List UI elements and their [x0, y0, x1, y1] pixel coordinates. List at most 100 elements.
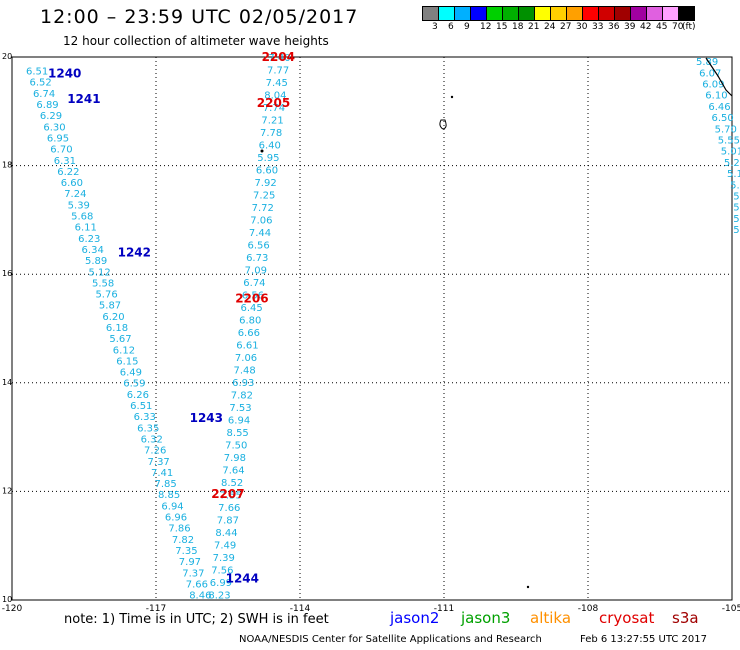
wave-height-value: 7.44	[249, 228, 271, 239]
pass-label-2207: 2207	[211, 487, 244, 501]
credit-text: NOAA/NESDIS Center for Satellite Applica…	[239, 634, 542, 645]
island-dot	[260, 149, 264, 153]
wave-height-value: 6.94	[228, 416, 250, 427]
legend-label: 18	[512, 22, 524, 32]
wave-height-value: 6.73	[246, 253, 268, 264]
lat-tick-label: 12	[2, 486, 12, 495]
wave-height-value: 6.29	[40, 111, 62, 122]
wave-height-value: 7.24	[64, 189, 86, 200]
wave-height-value: 7.26	[144, 446, 166, 457]
timestamp-text: Feb 6 13:27:55 UTC 2017	[580, 634, 707, 645]
legend-label: 27	[560, 22, 572, 32]
wave-height-value: 6.89	[36, 100, 58, 111]
wave-height-value: 8.44	[215, 528, 237, 539]
wave-height-value: 6.18	[106, 323, 128, 334]
wave-height-value: 6.70	[50, 145, 72, 156]
wave-height-value: 6.51	[130, 401, 152, 412]
wave-height-value: 6.93	[232, 378, 254, 389]
wave-height-value: 5.70	[715, 124, 737, 135]
wave-height-value: 6.09	[702, 80, 724, 91]
island-dot	[450, 95, 454, 99]
wave-height-value: 5.1	[727, 169, 740, 180]
legend-label: 9	[464, 22, 470, 32]
wave-height-value: 7.45	[266, 78, 288, 89]
wave-height-value: 7.25	[253, 191, 275, 202]
wave-height-value: 7.41	[151, 468, 173, 479]
lat-tick-label: 14	[2, 378, 12, 387]
wave-height-value: 7.66	[186, 579, 208, 590]
wave-height-value: 8.85	[158, 490, 180, 501]
wave-height-value: 6.40	[259, 141, 281, 152]
wave-height-value: 6.35	[137, 423, 159, 434]
wave-height-value: 6.23	[78, 234, 100, 245]
wave-height-value: 6.52	[29, 78, 51, 89]
wave-height-value: 6.30	[43, 122, 65, 133]
legend-label: 21	[528, 22, 540, 32]
wave-height-value: 5.89	[85, 256, 107, 267]
wave-height-value: 5.68	[71, 212, 93, 223]
lon-tick-label: -114	[290, 604, 311, 614]
lon-tick-label: -105	[722, 604, 740, 614]
wave-height-value: 5.89	[696, 57, 718, 68]
wave-height-value: 7.82	[172, 535, 194, 546]
island-outline	[439, 119, 447, 130]
wave-height-value: 6.45	[240, 303, 262, 314]
pass-label-2205: 2205	[257, 96, 290, 110]
legend-label: 42	[640, 22, 652, 32]
wave-height-value: 5.20	[724, 158, 740, 169]
wave-height-value: 7.77	[267, 66, 289, 77]
wave-height-value: 7.97	[179, 557, 201, 568]
wave-height-value: 8.23	[208, 591, 230, 602]
pass-label-1240: 1240	[48, 66, 81, 80]
wave-height-value: 5.1	[733, 214, 740, 225]
pass-label-1241: 1241	[67, 92, 100, 106]
map-subtitle: 12 hour collection of altimeter wave hei…	[63, 34, 329, 48]
legend-label: 39	[624, 22, 636, 32]
wave-height-value: 6.80	[239, 316, 261, 327]
wave-height-value: 6.94	[161, 501, 183, 512]
wave-height-value: 6.96	[165, 513, 187, 524]
wave-height-value: 5.1	[733, 225, 740, 236]
lat-tick-label: 20	[2, 52, 12, 61]
wave-height-value: 7.50	[225, 441, 247, 452]
wave-height-value: 7.21	[261, 116, 283, 127]
pass-label-2206: 2206	[235, 292, 268, 306]
lon-tick-label: -111	[434, 604, 454, 614]
wave-height-value: 7.78	[260, 128, 282, 139]
wave-height-value: 5.39	[68, 200, 90, 211]
legend-label: 6	[448, 22, 454, 32]
island-dot	[526, 585, 530, 589]
legend-label: 36	[608, 22, 620, 32]
wave-height-value: 6.51	[26, 67, 48, 78]
wave-height-value: 6.20	[102, 312, 124, 323]
pass-label-1243: 1243	[190, 411, 223, 425]
wave-height-value: 6.49	[120, 368, 142, 379]
pass-label-1244: 1244	[226, 571, 259, 585]
wave-height-value: 7.48	[234, 366, 256, 377]
wave-height-value: 5.87	[99, 301, 121, 312]
wave-height-value: 6.66	[238, 328, 260, 339]
footer-note: note: 1) Time is in UTC; 2) SWH is in fe…	[64, 612, 329, 627]
wave-height-value: 5.76	[95, 290, 117, 301]
wave-height-value: 6.15	[116, 356, 138, 367]
wave-height-value: 5.1	[733, 192, 740, 203]
legend-label: 30	[576, 22, 588, 32]
satellite-cryosat: cryosat	[599, 609, 655, 627]
wave-height-value: 7.82	[231, 391, 253, 402]
wave-height-value: 7.37	[148, 457, 170, 468]
pass-label-2204: 2204	[262, 50, 295, 64]
wave-height-value: 6.11	[75, 223, 97, 234]
wave-height-value: 7.40	[268, 53, 290, 64]
coastline	[705, 57, 733, 97]
color-legend	[422, 6, 695, 21]
wave-height-value: 6.50	[712, 113, 734, 124]
wave-height-value: 6.56	[242, 291, 264, 302]
map-frame	[11, 56, 733, 601]
wave-height-value: 6.32	[141, 434, 163, 445]
wave-height-value: 6.22	[57, 167, 79, 178]
wave-height-value: 5.1	[733, 203, 740, 214]
wave-height-value: 7.66	[218, 503, 240, 514]
wave-height-value: 7.35	[175, 546, 197, 557]
wave-height-value: 5.58	[92, 278, 114, 289]
